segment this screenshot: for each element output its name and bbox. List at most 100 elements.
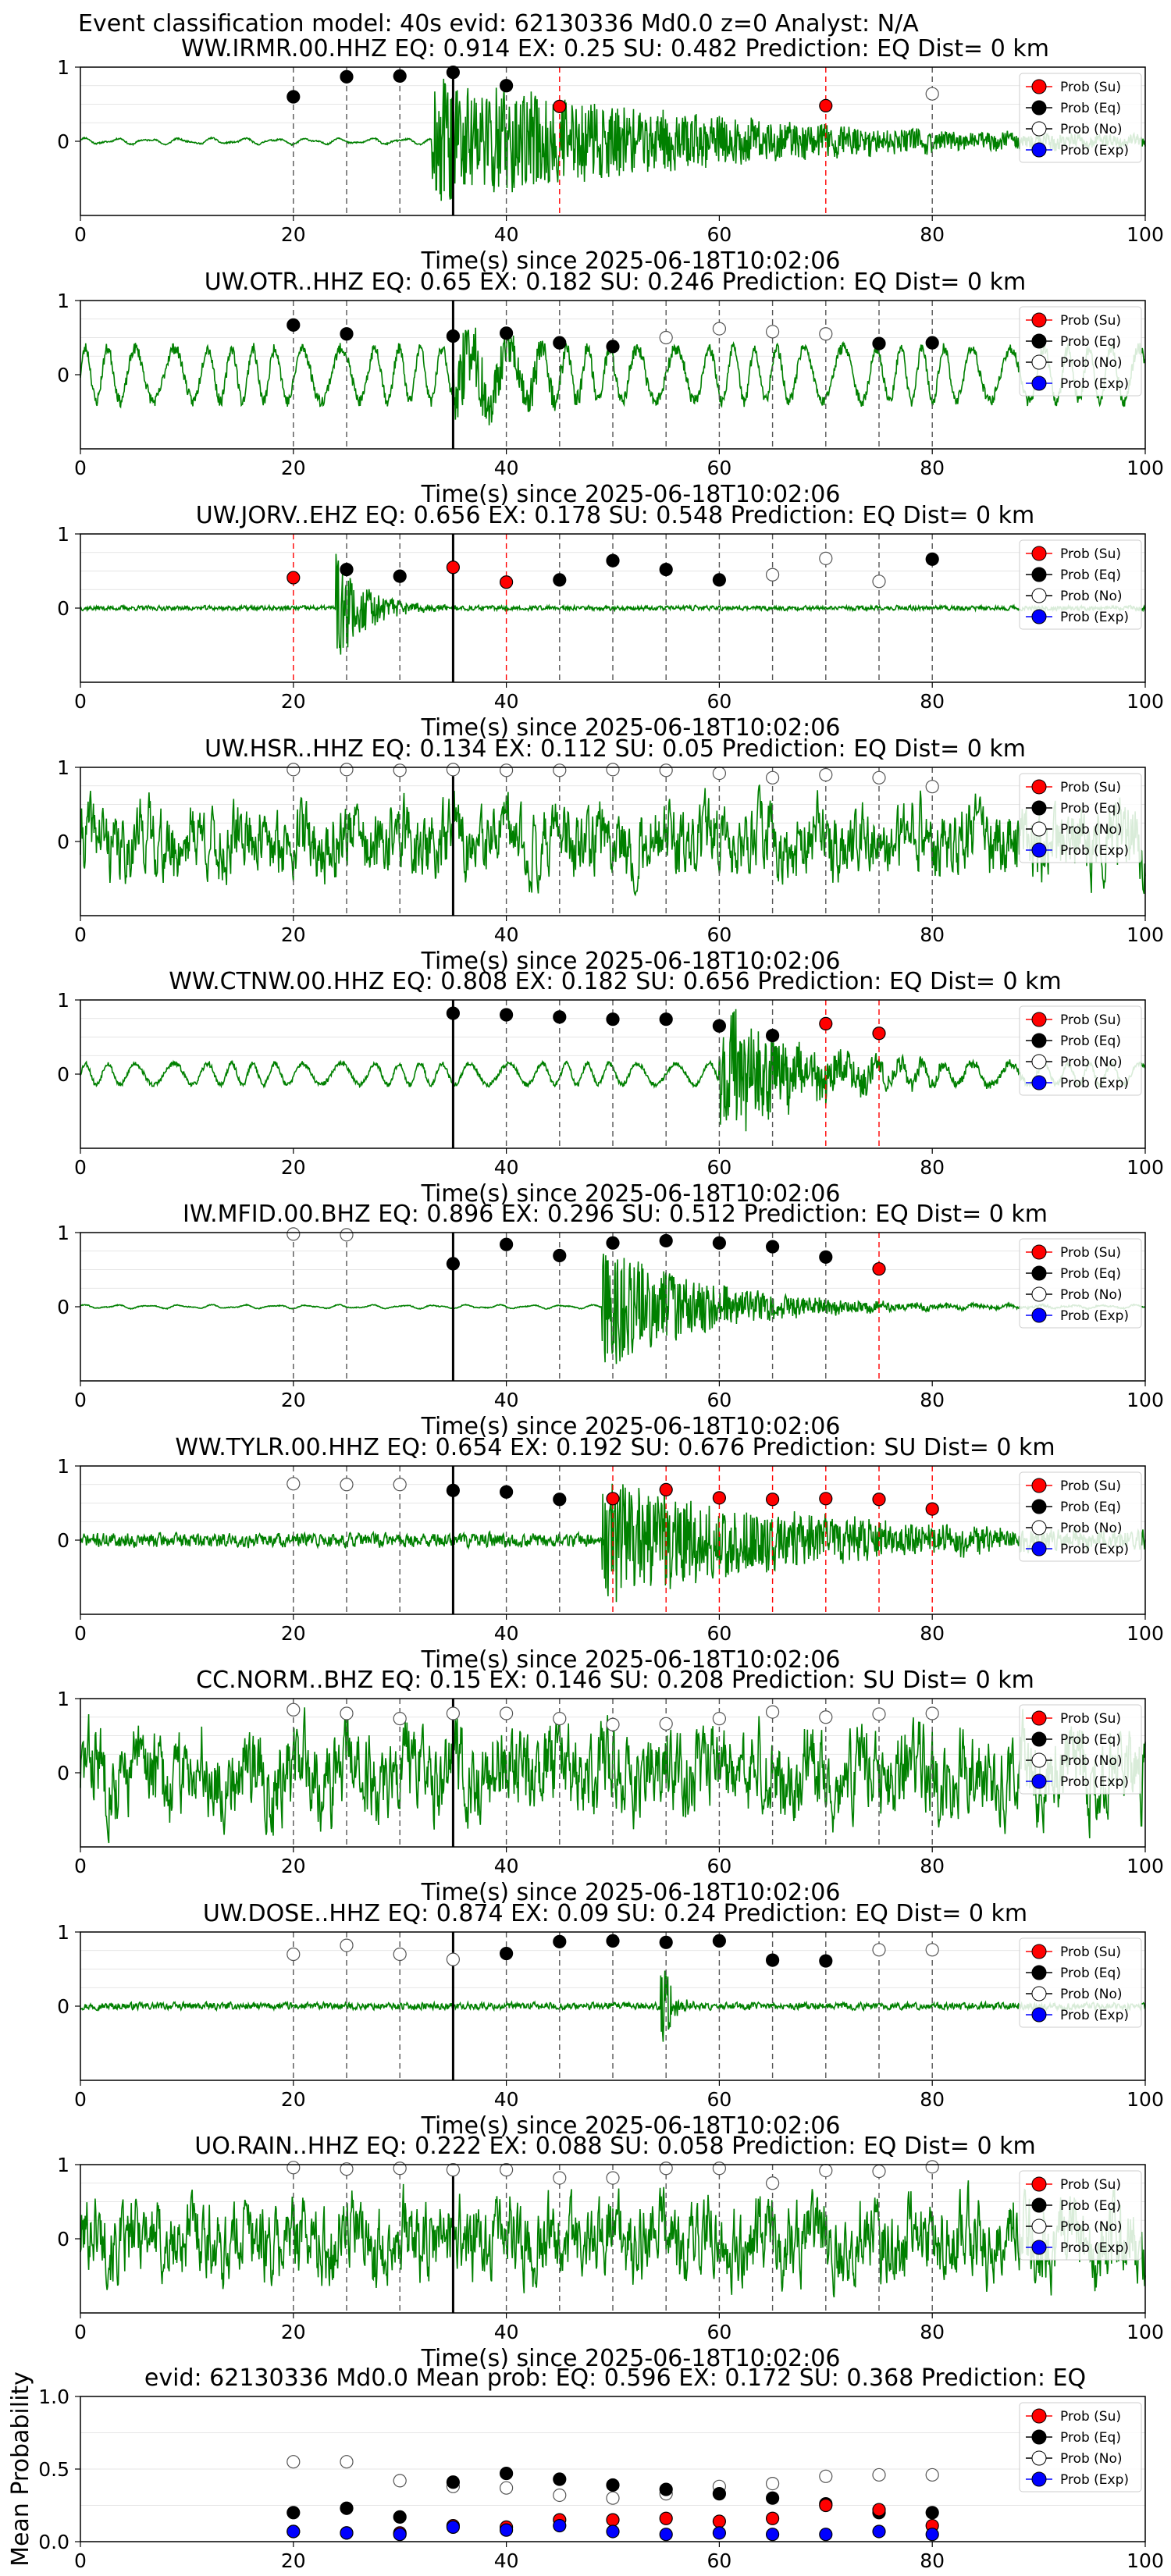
- prob-point-no: [393, 1712, 407, 1726]
- waveform-trace: [80, 2180, 1146, 2298]
- legend-marker: [1031, 1286, 1047, 1302]
- legend-label: Prob (Su): [1060, 2409, 1121, 2425]
- prob-point-eq: [499, 326, 514, 340]
- panel-title: evid: 62130336 Md0.0 Mean prob: EQ: 0.59…: [144, 2364, 1086, 2392]
- x-tick-label: 0: [74, 223, 87, 246]
- legend-marker: [1031, 142, 1047, 158]
- legend-marker: [1031, 312, 1047, 328]
- prob-point-eq: [553, 573, 567, 587]
- x-tick-label: 20: [281, 2088, 306, 2111]
- prob-point-eq: [553, 1493, 567, 1507]
- legend-label: Prob (Exp): [1060, 2240, 1129, 2256]
- prob-point-no: [287, 1227, 301, 1241]
- legend-marker: [1031, 1965, 1047, 1980]
- legend-marker: [1031, 1731, 1047, 1747]
- waveform-trace: [80, 1254, 1146, 1364]
- x-tick-label: 0: [74, 690, 87, 713]
- x-tick-label: 60: [707, 923, 731, 946]
- legend-label: Prob (No): [1060, 122, 1123, 137]
- prob-point-eq: [765, 1953, 780, 1967]
- x-axis-label: Time(s) since 2025-06-18T10:02:06: [421, 2112, 841, 2140]
- prob-point-no: [659, 763, 673, 777]
- waveform-trace: [80, 785, 1146, 897]
- mean-prob-point-eq: [659, 2482, 673, 2496]
- y-tick-label: 0.5: [38, 2458, 69, 2481]
- prob-point-su: [446, 560, 461, 575]
- prob-point-no: [819, 2164, 833, 2178]
- prob-point-eq: [659, 1012, 673, 1026]
- prob-point-eq: [765, 1240, 780, 1254]
- x-tick-label: 100: [1127, 1389, 1164, 1411]
- prob-point-su: [499, 575, 514, 589]
- mean-prob-point-exp: [765, 2528, 780, 2542]
- prob-point-eq: [765, 1028, 780, 1043]
- prob-point-eq: [499, 79, 514, 93]
- legend-label: Prob (Su): [1060, 1711, 1121, 1727]
- prob-point-no: [606, 1717, 620, 1731]
- prob-point-no: [606, 2171, 620, 2185]
- prob-point-su: [872, 1026, 886, 1041]
- prob-point-su: [606, 1492, 620, 1506]
- mean-prob-point-no: [499, 2481, 514, 2495]
- x-tick-label: 100: [1127, 690, 1164, 713]
- mean-prob-point-exp: [819, 2528, 833, 2542]
- x-tick-label: 0: [74, 2549, 87, 2572]
- legend-label: Prob (Eq): [1060, 101, 1121, 116]
- legend-marker: [1031, 2429, 1047, 2445]
- x-axis-label: Time(s) since 2025-06-18T10:02:06: [421, 1413, 841, 1440]
- x-axis-label: Time(s) since 2025-06-18T10:02:06: [421, 1646, 841, 1674]
- mean-prob-point-exp: [553, 2518, 567, 2533]
- x-tick-label: 20: [281, 2321, 306, 2343]
- legend-label: Prob (Eq): [1060, 334, 1121, 350]
- legend-label: Prob (Su): [1060, 780, 1121, 795]
- x-tick-label: 80: [920, 2088, 945, 2111]
- prob-point-no: [925, 2160, 939, 2174]
- legend-label: Prob (Exp): [1060, 1308, 1129, 1324]
- x-tick-label: 0: [74, 2088, 87, 2111]
- prob-point-no: [925, 1943, 939, 1957]
- prob-point-no: [340, 1478, 354, 1492]
- x-tick-label: 40: [494, 1156, 519, 1179]
- prob-point-no: [765, 1705, 780, 1719]
- legend-label: Prob (No): [1060, 1753, 1123, 1769]
- legend-label: Prob (Su): [1060, 1478, 1121, 1494]
- prob-point-no: [712, 322, 727, 336]
- station-panel: UW.JORV..EHZ EQ: 0.656 EX: 0.178 SU: 0.5…: [57, 502, 1164, 742]
- legend-label: Prob (No): [1060, 1987, 1123, 2002]
- legend-label: Prob (Su): [1060, 546, 1121, 562]
- legend-label: Prob (No): [1060, 822, 1123, 838]
- x-tick-label: 80: [920, 690, 945, 713]
- legend-marker: [1031, 588, 1047, 603]
- prob-point-no: [340, 1706, 354, 1720]
- legend-box: [1019, 1937, 1142, 2028]
- station-panel: WW.IRMR.00.HHZ EQ: 0.914 EX: 0.25 SU: 0.…: [57, 35, 1164, 275]
- prob-point-no: [819, 327, 833, 341]
- y-tick-label: 0: [57, 597, 69, 620]
- prob-point-eq: [446, 66, 461, 80]
- legend-box: [1019, 73, 1142, 163]
- mean-prob-point-eq: [446, 2475, 461, 2489]
- y-tick-label: 0: [57, 1529, 69, 1552]
- mean-prob-point-exp: [712, 2526, 727, 2540]
- y-axis-label: Mean Probability: [7, 2371, 34, 2567]
- x-tick-label: 60: [707, 2549, 731, 2572]
- prob-point-eq: [499, 1008, 514, 1022]
- legend-marker: [1031, 567, 1047, 582]
- legend-label: Prob (Su): [1060, 80, 1121, 95]
- axes-frame: [80, 1698, 1146, 1848]
- legend-marker: [1031, 609, 1047, 624]
- axes-frame: [80, 300, 1146, 450]
- prob-point-no: [499, 2163, 514, 2177]
- prob-point-su: [872, 1261, 886, 1276]
- legend-label: Prob (Su): [1060, 1012, 1121, 1028]
- prob-point-eq: [499, 1237, 514, 1251]
- x-tick-label: 80: [920, 2321, 945, 2343]
- prob-point-eq: [553, 1934, 567, 1948]
- legend-label: Prob (No): [1060, 1287, 1123, 1303]
- prob-point-no: [393, 1947, 407, 1962]
- x-tick-label: 60: [707, 1389, 731, 1411]
- legend-marker: [1031, 2240, 1047, 2255]
- prob-point-eq: [712, 1934, 727, 1948]
- prob-point-eq: [659, 1935, 673, 1949]
- mean-prob-point-eq: [340, 2501, 354, 2515]
